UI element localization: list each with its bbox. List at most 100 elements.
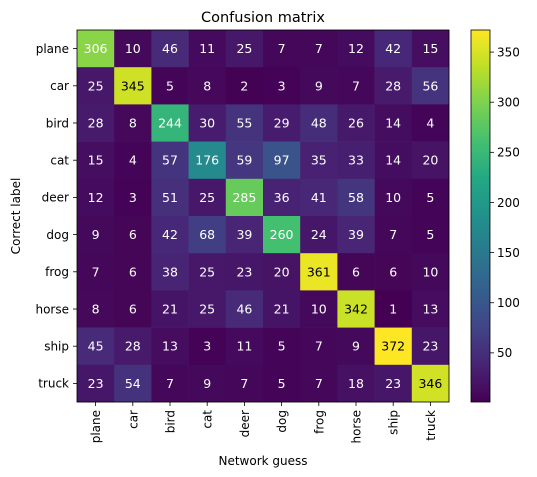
heatmap-cell	[374, 364, 413, 403]
heatmap-cell	[151, 141, 189, 180]
cell-value-label: 24	[311, 227, 327, 242]
heatmap-cell	[337, 290, 375, 328]
heatmap-cell	[411, 327, 450, 366]
heatmap-cell	[77, 141, 115, 180]
heatmap-cell	[225, 290, 264, 328]
heatmap-cell	[300, 67, 338, 105]
heatmap-cell	[225, 216, 264, 254]
cell-value-label: 5	[166, 78, 174, 93]
cell-value-label: 25	[199, 190, 215, 205]
heatmap-cell	[337, 327, 375, 366]
heatmap-cell	[263, 30, 301, 68]
cell-value-label: 11	[199, 41, 215, 56]
cell-value-label: 3	[203, 339, 211, 354]
heatmap-cell	[225, 178, 264, 217]
heatmap-cell	[374, 216, 413, 254]
cell-value-label: 36	[274, 190, 290, 205]
heatmap-cell	[225, 253, 264, 291]
y-axis: plane car bird cat deer dog frog horse ship truck	[35, 42, 77, 391]
heatmap-cell	[77, 253, 115, 291]
cell-value-label: 372	[381, 339, 405, 354]
y-tick-label: car	[50, 79, 69, 93]
cell-value-label: 8	[92, 302, 100, 317]
heatmap-cell	[77, 364, 115, 403]
cell-value-label: 5	[426, 227, 434, 242]
colorbar-tick-label: 100	[497, 296, 520, 310]
heatmap-cell	[77, 216, 115, 254]
heatmap-cell	[300, 290, 338, 328]
cell-value-label: 306	[84, 41, 108, 56]
heatmap-cell	[263, 141, 301, 180]
heatmap-cell	[77, 67, 115, 105]
cell-value-label: 7	[92, 264, 100, 279]
heatmap-cell	[374, 104, 413, 142]
heatmap-cell	[188, 30, 227, 68]
cell-value-label: 18	[348, 376, 364, 391]
x-axis-label: Network guess	[218, 454, 307, 468]
cell-value-label: 342	[344, 302, 368, 317]
heatmap-cell	[263, 104, 301, 142]
heatmap-cell	[411, 216, 450, 254]
x-tick-label: cat	[201, 410, 215, 429]
y-tick-label: dog	[46, 228, 69, 242]
heatmap-cell	[374, 178, 413, 217]
heatmap-cell	[151, 253, 189, 291]
heatmap-cell	[188, 364, 227, 403]
cell-value-label: 4	[426, 116, 434, 131]
cell-value-label: 10	[125, 41, 141, 56]
cell-value-label: 5	[278, 339, 286, 354]
heatmap-cell	[337, 104, 375, 142]
cell-value-label: 39	[348, 227, 364, 242]
x-tick-label: plane	[89, 410, 103, 443]
cell-value-label: 25	[199, 302, 215, 317]
colorbar-tick-label: 150	[497, 246, 520, 260]
cell-value-label: 23	[385, 376, 401, 391]
cell-value-label: 285	[232, 190, 256, 205]
heatmap-cell	[114, 141, 152, 180]
heatmap-cell	[77, 30, 115, 68]
cell-value-label: 26	[348, 116, 364, 131]
y-tick-label: ship	[44, 340, 69, 354]
heatmap-cell	[151, 104, 189, 142]
heatmap-cell	[300, 178, 338, 217]
heatmap-cell	[411, 67, 450, 105]
y-tick-label: deer	[42, 191, 69, 205]
heatmap-cell	[114, 216, 152, 254]
colorbar-tick-label: 50	[497, 346, 512, 360]
cell-value-label: 29	[274, 116, 290, 131]
cell-value-label: 28	[385, 78, 401, 93]
cell-value-label: 361	[307, 264, 331, 279]
heatmap-cell	[411, 178, 450, 217]
heatmap-cell	[300, 141, 338, 180]
cell-value-label: 10	[311, 302, 327, 317]
heatmap-cell	[411, 30, 450, 68]
cell-value-label: 7	[278, 41, 286, 56]
cell-value-label: 15	[422, 41, 438, 56]
x-tick-label: dog	[275, 410, 289, 433]
heatmap-cell	[374, 30, 413, 68]
cell-value-label: 6	[389, 264, 397, 279]
heatmap-cell	[114, 290, 152, 328]
cell-value-label: 41	[311, 190, 327, 205]
heatmap-cell	[374, 67, 413, 105]
cell-value-label: 56	[422, 78, 438, 93]
heatmap-cell	[188, 141, 227, 180]
cell-value-label: 14	[385, 116, 401, 131]
colorbar	[470, 29, 491, 403]
cell-value-label: 176	[195, 153, 219, 168]
cell-value-label: 57	[162, 153, 178, 168]
heatmap-cell	[114, 67, 152, 105]
heatmap-cell	[337, 216, 375, 254]
colorbar-tick-label: 250	[497, 146, 520, 160]
heatmap-cell	[114, 178, 152, 217]
heatmap-cell	[263, 216, 301, 254]
cell-value-label: 13	[162, 339, 178, 354]
heatmap-cell	[300, 216, 338, 254]
heatmap-cell	[300, 327, 338, 366]
heatmap-cell	[300, 253, 338, 291]
heatmap-cell	[374, 327, 413, 366]
cell-value-label: 97	[274, 153, 290, 168]
heatmap-cell	[374, 290, 413, 328]
